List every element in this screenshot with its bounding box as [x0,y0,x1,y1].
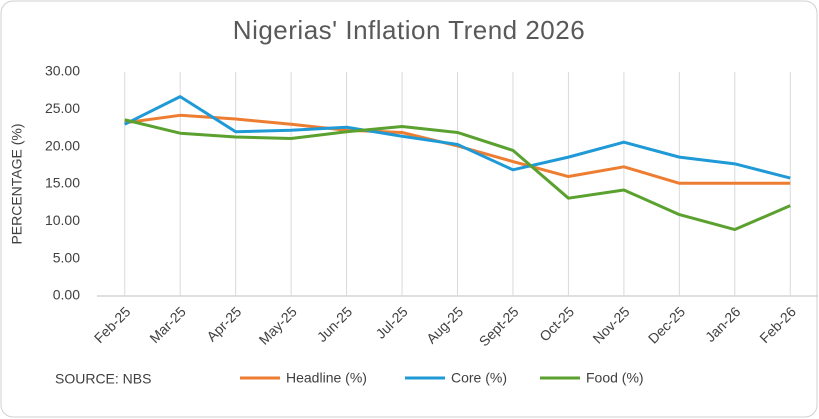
chart-title: Nigerias' Inflation Trend 2026 [233,15,585,45]
y-tick-label: 0.00 [53,287,80,303]
series-line [124,95,791,180]
series-line [124,118,791,232]
y-tick-label: 5.00 [53,249,80,265]
y-tick-label: 30.00 [45,63,80,79]
legend-label: Food (%) [586,370,644,386]
legend-label: Core (%) [451,370,507,386]
source-note: SOURCE: NBS [55,371,151,387]
y-tick-label: 10.00 [45,212,80,228]
y-tick-label: 25.00 [45,100,80,116]
legend-label: Headline (%) [286,370,367,386]
y-axis-title: PERCENTAGE (%) [9,123,25,244]
y-tick-label: 20.00 [45,137,80,153]
y-tick-label: 15.00 [45,175,80,191]
